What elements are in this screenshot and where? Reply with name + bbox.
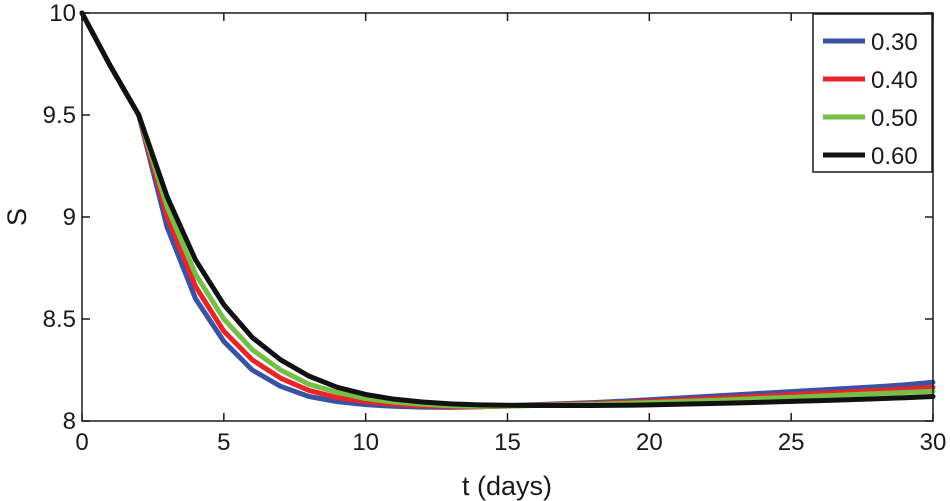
- series-line-0: [79, 10, 936, 410]
- series-layer: [79, 10, 936, 410]
- series-line-1: [79, 10, 936, 410]
- series-line-2: [79, 10, 936, 409]
- x-tick-label: 5: [217, 429, 230, 456]
- y-tick-label: 9: [63, 204, 76, 231]
- legend-label-0: 0.30: [871, 29, 918, 56]
- y-tick-label: 8.5: [43, 306, 76, 333]
- legend-label-1: 0.40: [871, 67, 918, 94]
- x-tick-label: 30: [920, 429, 947, 456]
- legend-label-3: 0.60: [871, 143, 918, 170]
- y-tick-label: 8: [63, 408, 76, 435]
- x-tick-label: 20: [636, 429, 663, 456]
- y-tick-label: 10: [49, 0, 76, 27]
- x-tick-label: 25: [778, 429, 805, 456]
- x-axis-label: t (days): [462, 471, 552, 501]
- x-tick-label: 10: [352, 429, 379, 456]
- y-tick-label: 9.5: [43, 102, 76, 129]
- y-axis-label: S: [2, 208, 32, 226]
- legend-label-2: 0.50: [871, 105, 918, 132]
- series-line-3: [79, 10, 936, 408]
- x-tick-label: 15: [494, 429, 521, 456]
- tick-layer: 0 5 10 15 20 25 30 8 8.5 9 9.5 10: [43, 0, 947, 456]
- legend: 0.30 0.40 0.50 0.60: [812, 13, 933, 173]
- plot-area-frame: [81, 12, 934, 422]
- x-tick-label: 0: [75, 429, 88, 456]
